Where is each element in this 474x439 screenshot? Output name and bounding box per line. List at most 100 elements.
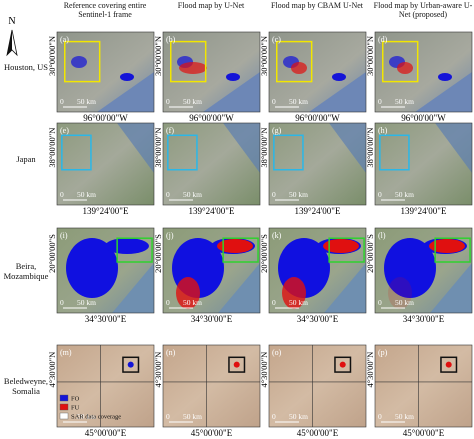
scale-zero: 0 bbox=[166, 298, 170, 307]
flood-observed bbox=[120, 73, 134, 81]
flood-observed bbox=[105, 238, 149, 254]
row-label: Beira, Mozambique bbox=[3, 260, 49, 281]
panel-border bbox=[162, 344, 261, 428]
study-area-box bbox=[273, 134, 304, 171]
flood-extent bbox=[445, 361, 452, 368]
study-area-box bbox=[328, 237, 365, 263]
study-area-box bbox=[170, 40, 207, 83]
longitude-label: 45°00'00"E bbox=[85, 428, 127, 438]
map-panel: (d) 0 50 km bbox=[374, 31, 473, 113]
longitude-label: 45°00'00"E bbox=[191, 428, 233, 438]
scale-length: 50 km bbox=[395, 412, 414, 421]
row-label: Japan bbox=[16, 154, 36, 164]
scale-zero: 0 bbox=[378, 412, 382, 421]
panel-border bbox=[268, 31, 367, 113]
column-header: Reference covering entire Sentinel-1 fra… bbox=[63, 1, 147, 19]
map-panel: (c) 0 50 km bbox=[268, 31, 367, 113]
panel-border bbox=[56, 31, 155, 113]
scale-length: 50 km bbox=[395, 190, 414, 199]
study-area-box bbox=[61, 134, 92, 171]
flood-unobserved bbox=[429, 239, 465, 253]
scale-zero: 0 bbox=[166, 97, 170, 106]
latitude-label: 38°00'00"N bbox=[365, 128, 375, 168]
flood-observed bbox=[384, 238, 436, 298]
legend-label: FU bbox=[71, 405, 80, 412]
flood-observed bbox=[332, 73, 346, 81]
flood-extent bbox=[127, 361, 134, 368]
row-label: Houston, US bbox=[4, 62, 48, 72]
study-area-box bbox=[434, 237, 471, 263]
latitude-label: 38°00'00"N bbox=[153, 128, 163, 168]
map-panel: (b) 0 50 km bbox=[162, 31, 261, 113]
column-header: Flood map by Urban-aware U-Net (proposed… bbox=[373, 1, 473, 19]
flood-unobserved bbox=[323, 239, 359, 253]
map-panel: (h) 0 50 km bbox=[374, 122, 473, 206]
panel-border bbox=[162, 122, 261, 206]
satellite-image bbox=[375, 345, 472, 427]
panel-label: (b) bbox=[166, 35, 176, 44]
scale-length: 50 km bbox=[77, 97, 96, 106]
latitude-label: 4°30'00"N bbox=[365, 352, 375, 388]
scale-zero: 0 bbox=[272, 298, 276, 307]
flood-observed bbox=[226, 73, 240, 81]
sea bbox=[430, 263, 472, 313]
sea bbox=[203, 72, 260, 112]
panel-label: (m) bbox=[60, 348, 72, 357]
study-area-box bbox=[167, 134, 198, 171]
flood-extent bbox=[233, 361, 240, 368]
longitude-label: 139°24'00"E bbox=[189, 206, 235, 216]
scale-length: 50 km bbox=[183, 412, 202, 421]
panel-border bbox=[162, 31, 261, 113]
scale-zero: 0 bbox=[60, 97, 64, 106]
panel-label: (j) bbox=[166, 231, 174, 240]
legend-swatch bbox=[59, 412, 69, 420]
north-label: N bbox=[8, 16, 15, 27]
sea bbox=[218, 263, 260, 313]
longitude-label: 34°30'00"E bbox=[403, 314, 445, 324]
panel-border bbox=[374, 31, 473, 113]
legend-label: FO bbox=[71, 396, 80, 403]
sea bbox=[117, 123, 154, 173]
scale-length: 50 km bbox=[395, 298, 414, 307]
panel-border bbox=[56, 122, 155, 206]
column-header: Flood map by CBAM U-Net bbox=[271, 1, 363, 10]
longitude-label: 45°00'00"E bbox=[297, 428, 339, 438]
scale-zero: 0 bbox=[60, 298, 64, 307]
flood-extent bbox=[397, 62, 413, 74]
latitude-label: 38°00'00"N bbox=[47, 128, 57, 168]
scale-length: 50 km bbox=[289, 190, 308, 199]
study-area-box bbox=[116, 237, 153, 263]
map-panel: (l) 0 50 km bbox=[374, 227, 473, 314]
legend-swatch bbox=[59, 403, 69, 411]
panel-label: (h) bbox=[378, 126, 388, 135]
longitude-label: 139°24'00"E bbox=[83, 206, 129, 216]
panel-label: (k) bbox=[272, 231, 282, 240]
map-panel: (m)050 km bbox=[56, 344, 155, 428]
scale-zero: 0 bbox=[272, 190, 276, 199]
panel-label: (d) bbox=[378, 35, 388, 44]
study-area-box bbox=[379, 134, 410, 171]
panel-label: (o) bbox=[272, 348, 282, 357]
sea bbox=[435, 123, 472, 173]
latitude-label: 20°00'00"S bbox=[365, 234, 375, 273]
panel-label: (l) bbox=[378, 231, 386, 240]
longitude-label: 139°24'00"E bbox=[295, 206, 341, 216]
study-area-box bbox=[228, 356, 246, 373]
map-panel: (f) 0 50 km bbox=[162, 122, 261, 206]
latitude-label: 30°00'00"N bbox=[365, 36, 375, 76]
sea bbox=[309, 72, 366, 112]
panel-border bbox=[56, 344, 155, 428]
panel-label: (p) bbox=[378, 348, 388, 357]
scale-length: 50 km bbox=[395, 97, 414, 106]
map-panel: (o) 0 50 km bbox=[268, 344, 367, 428]
panel-border bbox=[374, 344, 473, 428]
study-area-box bbox=[276, 40, 313, 83]
longitude-label: 96°00'00"W bbox=[401, 113, 446, 123]
sea bbox=[97, 72, 154, 112]
study-area-box bbox=[222, 237, 259, 263]
panel-label: (i) bbox=[60, 231, 68, 240]
panel-label: (a) bbox=[60, 35, 69, 44]
scale-length: 50 km bbox=[289, 298, 308, 307]
